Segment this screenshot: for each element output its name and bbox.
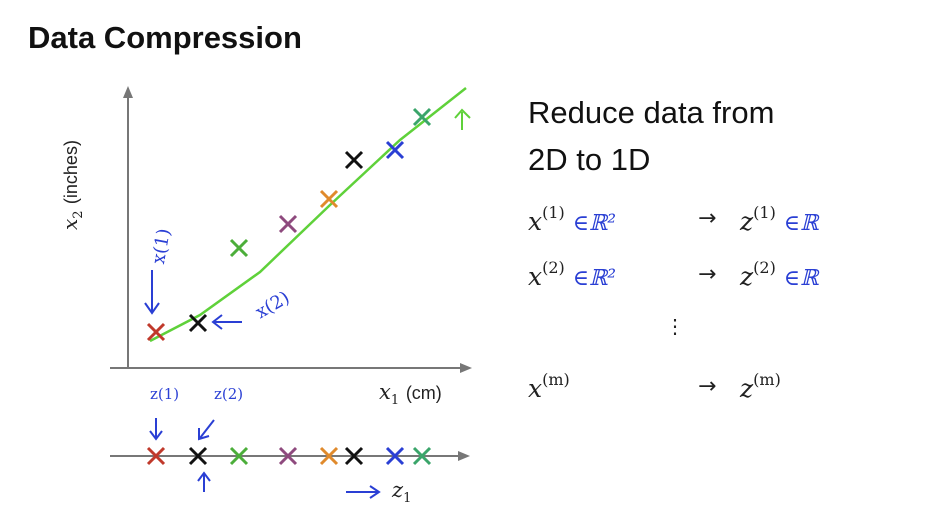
mapping-row-1-z: z(1) ∈ℝ <box>740 203 819 236</box>
projected-point-1 <box>146 446 166 466</box>
data-point-4 <box>278 214 298 234</box>
projected-point-4 <box>278 446 298 466</box>
x2-pointer-arrow-icon <box>211 314 242 330</box>
z1-annotation: z(1) <box>150 385 180 403</box>
data-point-2 <box>188 313 208 333</box>
mapping-row-3-x: x(m) <box>528 370 570 403</box>
z2-pointer-arrow-icon <box>198 419 215 441</box>
mapping-row-2-z: z(2) ∈ℝ <box>740 258 819 291</box>
mapping-row-3-arrow: → <box>698 374 717 399</box>
x1-pointer-arrow-icon <box>144 270 160 315</box>
mapping-row-3-z: z(m) <box>740 370 781 403</box>
vertical-ellipsis: ⋮ <box>665 316 685 338</box>
mapping-row-1-x: x(1) ∈ℝ² <box>528 203 617 236</box>
projected-point-6 <box>344 446 364 466</box>
y-axis-label: x2 (inches) <box>58 140 86 230</box>
projection-line <box>149 87 467 343</box>
projected-point-3 <box>229 446 249 466</box>
x-axis-label: x1 (cm) <box>379 380 442 409</box>
z1-pointer-arrow-icon <box>149 418 163 441</box>
direction-arrow-icon <box>454 108 471 130</box>
data-point-8 <box>412 107 432 127</box>
projected-point-5 <box>319 446 339 466</box>
slide-title: Data Compression <box>28 20 302 55</box>
y-axis-arrowhead <box>123 86 133 98</box>
z2-up-arrow-icon <box>197 471 211 492</box>
z-axis-label: z1 <box>392 478 412 507</box>
data-point-7 <box>385 140 405 160</box>
mapping-row-2-x: x(2) ∈ℝ² <box>528 258 617 291</box>
z-axis-arrowhead <box>458 451 470 461</box>
data-point-1 <box>146 322 166 342</box>
z2-annotation: z(2) <box>214 385 244 403</box>
projected-point-2 <box>188 446 208 466</box>
data-point-6 <box>344 150 364 170</box>
mapping-row-2-arrow: → <box>698 262 717 287</box>
x-axis-arrowhead <box>460 363 472 373</box>
z-direction-arrow-icon <box>346 485 381 499</box>
projected-point-7 <box>385 446 405 466</box>
data-point-5 <box>319 189 339 209</box>
heading-line-2: 2D to 1D <box>528 142 651 177</box>
projected-point-8 <box>412 446 432 466</box>
mapping-row-1-arrow: → <box>698 206 717 231</box>
heading-line-1: Reduce data from <box>528 95 775 130</box>
data-point-3 <box>229 238 249 258</box>
